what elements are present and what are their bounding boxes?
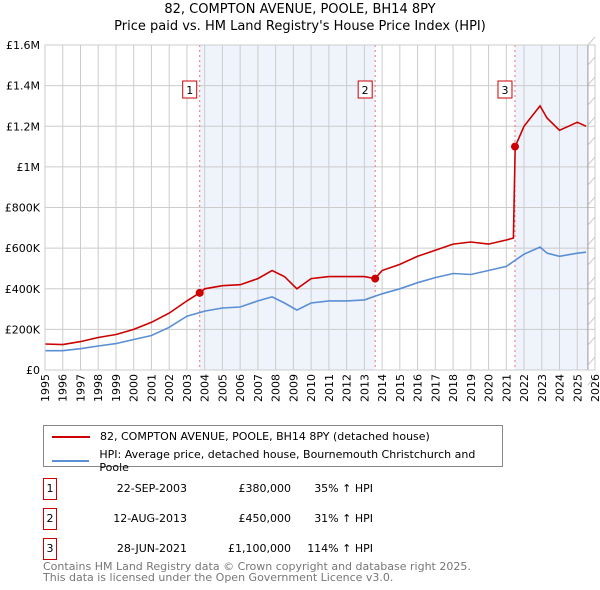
hatch-line [587,136,596,146]
sale-price: £1,100,000 [228,542,291,555]
x-tick-label: 1995 [39,374,52,402]
sale-hpi: 114% ↑ HPI [307,542,373,555]
x-tick-label: 2017 [429,374,442,402]
x-tick-label: 2022 [518,374,531,402]
chart-title: 82, COMPTON AVENUE, POOLE, BH14 8PY [164,2,436,17]
x-tick-label: 1996 [57,374,70,402]
x-tick-label: 2024 [554,374,567,402]
y-tick-label: £600K [5,242,41,255]
hatch-line [587,36,596,46]
x-tick-label: 2004 [199,374,212,402]
hatch-line [587,356,596,366]
x-tick-label: 2006 [234,374,247,402]
legend-hpi: HPI: Average price, detached house, Bour… [99,448,476,474]
sale-point [195,288,204,297]
sale-number: 2 [43,508,57,530]
hatch-line [587,296,596,306]
y-tick-label: £0 [26,364,40,377]
x-tick-label: 1997 [74,374,87,402]
hatch-line [587,176,596,186]
sale-point [371,274,380,283]
sale-label: 2 [362,84,369,97]
x-tick-label: 2015 [394,374,407,402]
x-tick-label: 2025 [571,374,584,402]
plot-border [44,44,596,371]
sale-label-box [182,80,198,99]
hatch-line [587,196,596,206]
x-tick-label: 2011 [323,374,336,402]
hatch-line [587,336,596,346]
sale-price: £380,000 [238,482,292,495]
price-chart: 1995 1996 1997 1998 1999 2000 2001 2002 2003 2004… [5,36,600,402]
hatch-line [587,256,596,266]
x-tick-label: 2019 [465,374,478,402]
hatch-line [587,236,596,246]
legend-red-line [52,435,90,438]
x-tick-label: 2026 [589,374,600,402]
x-tick-label: 2020 [483,374,496,402]
hatch-line [587,216,596,226]
sale-hpi: 31% ↑ HPI [314,512,373,525]
legend: 82, COMPTON AVENUE, POOLE, BH14 8PY (det… [43,425,503,474]
chart-subtitle: Price paid vs. HM Land Registry's House … [114,19,486,34]
x-tick-label: 2007 [252,374,265,402]
hatch-line [587,156,596,166]
x-tick-label: 1999 [110,374,123,402]
x-tick-label: 2018 [447,374,460,402]
footer: Contains HM Land Registry data © Crown c… [43,561,471,583]
hatch-line [587,76,596,86]
hatch-line [587,96,596,106]
x-tick-label: 2012 [341,374,354,402]
hatch-line [587,116,596,126]
x-tick-label: 2010 [305,374,318,402]
x-tick-label: 2002 [163,374,176,402]
sale-label-box [357,80,373,99]
sale-hpi: 35% ↑ HPI [314,482,373,495]
sale-label-box [497,80,513,99]
x-tick-label: 2001 [145,374,158,402]
series-line [45,246,587,352]
sale-label: 1 [186,84,193,97]
sale-number: 3 [43,538,57,560]
x-tick-label: 2005 [216,374,229,402]
sale-point [510,142,519,151]
x-tick-label: 2009 [287,374,300,402]
series-line [44,104,587,346]
hatch-line [587,376,596,386]
x-tick-label: 2021 [500,374,513,402]
y-tick-label: £1.6M [6,39,40,52]
x-tick-label: 2003 [181,374,194,402]
sale-row: 3 28-JUN-2021 £1,100,000 114% ↑ HPI [43,538,443,560]
x-tick-label: 2008 [270,374,283,402]
footer-copyright: Contains HM Land Registry data © Crown c… [43,560,471,573]
y-tick-label: £1M [17,161,41,174]
sale-date: 22-SEP-2003 [116,482,187,495]
y-tick-label: £400K [5,283,41,296]
x-tick-label: 1998 [92,374,105,402]
hatch-line [587,276,596,286]
sale-row: 1 22-SEP-2003 £380,000 35% ↑ HPI [43,478,443,500]
x-tick-label: 2016 [412,374,425,402]
sale-date: 12-AUG-2013 [113,512,187,525]
hatch-line [587,56,596,66]
hatch-line [587,316,596,326]
sale-label: 3 [501,84,508,97]
x-tick-label: 2023 [536,374,549,402]
sale-row: 2 12-AUG-2013 £450,000 31% ↑ HPI [43,508,443,530]
legend-property: 82, COMPTON AVENUE, POOLE, BH14 8PY (det… [100,430,430,443]
y-tick-label: £800K [5,202,41,215]
footer-licence: This data is licensed under the Open Gov… [43,571,394,584]
sale-date: 28-JUN-2021 [116,542,187,555]
x-tick-label: 2000 [128,374,141,402]
legend-blue-line [52,460,90,462]
sale-number: 1 [43,478,57,500]
y-tick-label: £1.2M [6,120,40,133]
x-tick-label: 2013 [358,374,371,402]
y-tick-label: £200K [5,323,41,336]
x-tick-label: 2014 [376,374,389,402]
y-tick-label: £1.4M [6,80,40,93]
sale-price: £450,000 [238,512,292,525]
